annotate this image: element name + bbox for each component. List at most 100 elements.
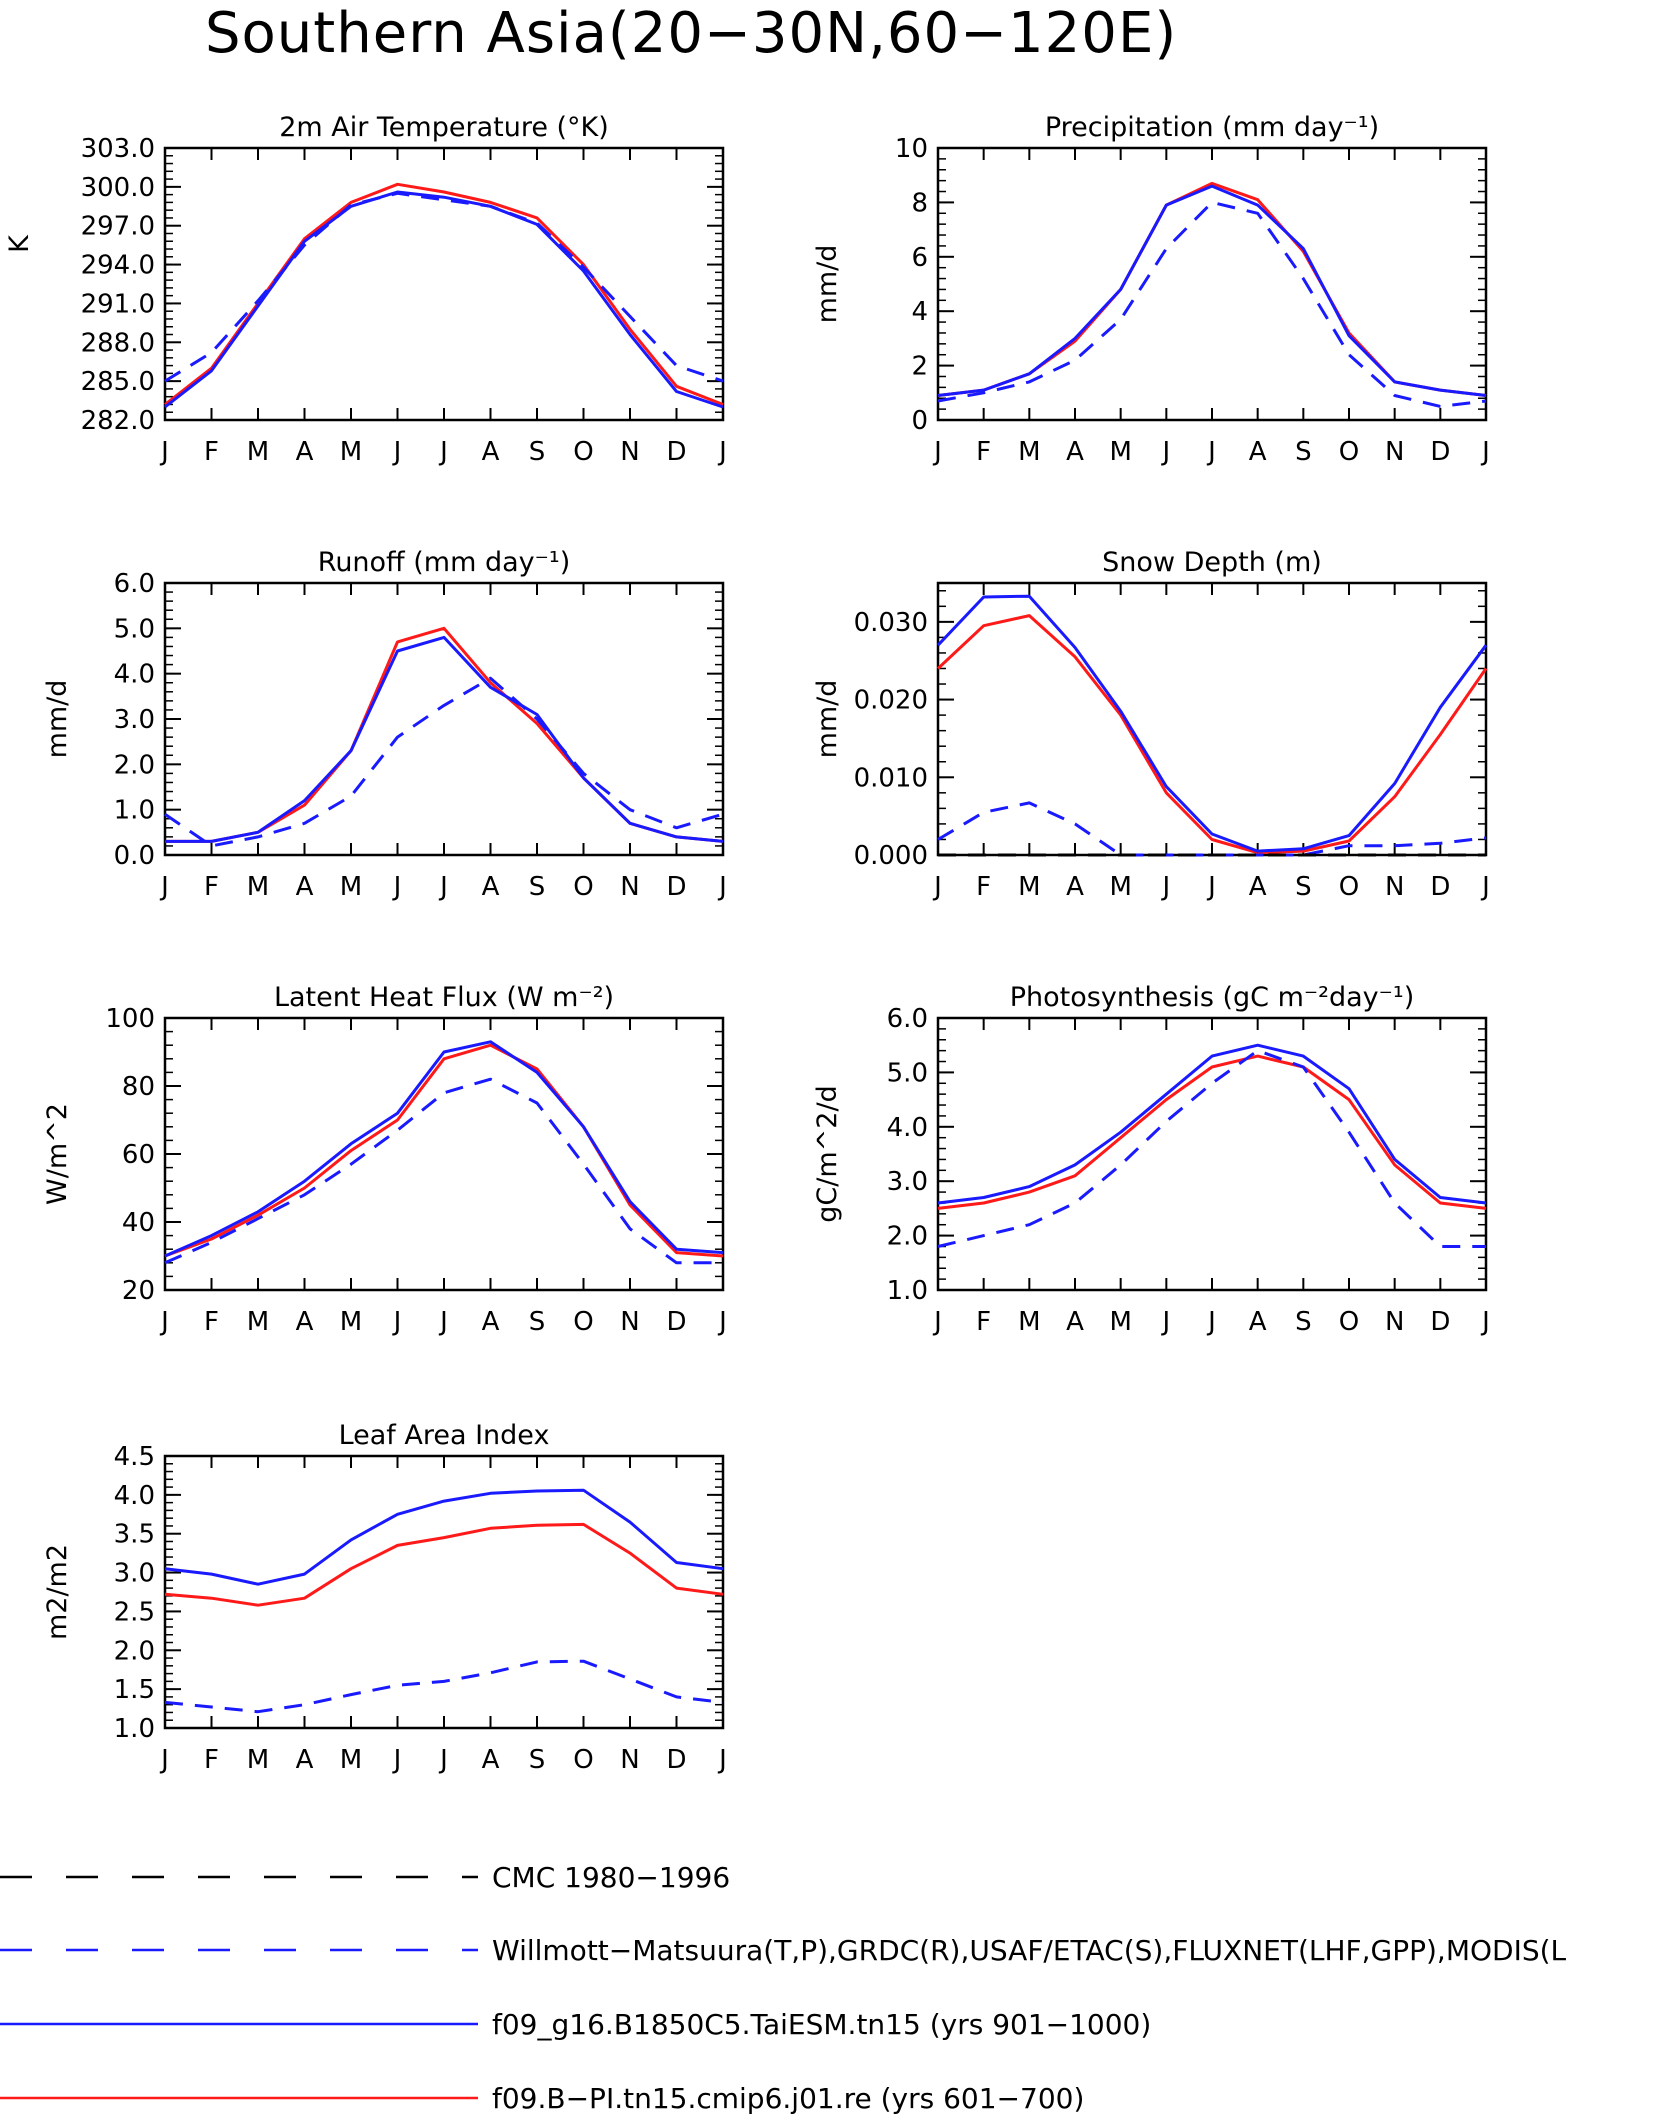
x-tick-label: J	[932, 872, 942, 902]
x-tick-label: M	[247, 1307, 269, 1337]
series-line	[937, 1054, 1487, 1210]
chart-title: Snow Depth (m)	[1102, 547, 1322, 578]
y-tick-label: 1.0	[114, 1714, 155, 1744]
x-tick-label: J	[717, 872, 727, 902]
x-tick-label: J	[932, 1307, 942, 1337]
x-tick-label: S	[529, 872, 546, 902]
x-tick-label: D	[1430, 872, 1450, 902]
y-tick-label: 3.0	[114, 1559, 155, 1589]
x-tick-label: M	[1018, 437, 1040, 467]
x-tick-label: D	[666, 1745, 686, 1775]
x-tick-label: J	[159, 437, 169, 467]
y-tick-label: 0.020	[854, 686, 928, 716]
x-tick-label: D	[666, 1307, 686, 1337]
y-tick-label: 4.0	[114, 660, 155, 690]
y-axis-label: W/m^2	[42, 1103, 73, 1205]
y-tick-label: 5.0	[887, 1058, 928, 1088]
x-tick-label: A	[1066, 872, 1084, 902]
x-tick-label: M	[1109, 437, 1131, 467]
x-tick-label: J	[1480, 872, 1490, 902]
x-tick-label: N	[620, 437, 639, 467]
y-tick-label: 1.0	[114, 796, 155, 826]
x-tick-label: J	[392, 872, 402, 902]
chart-panel-2: Precipitation (mm day⁻¹)J F M A M J J A S O N D J024…	[812, 112, 1490, 467]
y-tick-label: 294.0	[81, 251, 155, 281]
y-tick-label: 4	[911, 297, 928, 327]
x-tick-label: J	[1160, 437, 1170, 467]
series-line	[164, 1077, 723, 1265]
series-line	[937, 1049, 1486, 1248]
y-axis-label: m2/m2	[42, 1544, 73, 1640]
y-tick-label: 100	[105, 1004, 155, 1034]
series-line	[164, 190, 724, 409]
x-tick-label: J	[1160, 872, 1170, 902]
x-tick-label: A	[1249, 437, 1267, 467]
series-line	[936, 614, 1488, 855]
x-tick-label: J	[932, 437, 942, 467]
y-tick-label: 285.0	[81, 367, 155, 397]
x-tick-label: J	[717, 1745, 727, 1775]
x-tick-label: F	[204, 437, 219, 467]
x-tick-label: J	[1206, 437, 1216, 467]
x-tick-label: N	[620, 1745, 639, 1775]
legend-label: Willmott−Matsuura(T,P),GRDC(R),USAF/ETAC…	[492, 1934, 1567, 1967]
series-line	[165, 626, 724, 843]
y-tick-label: 6.0	[114, 569, 155, 599]
x-tick-label: F	[204, 1745, 219, 1775]
y-tick-label: 6	[911, 243, 928, 273]
series-line	[164, 1040, 724, 1258]
x-tick-label: N	[1385, 1307, 1404, 1337]
x-tick-label: J	[392, 437, 402, 467]
series-line	[164, 182, 724, 406]
y-tick-label: 0.000	[854, 841, 928, 871]
chart-panel-1: 2m Air Temperature (°K)J F M A M J J A S O N D J282.…	[4, 112, 727, 467]
series-line	[164, 1488, 724, 1586]
x-tick-label: J	[438, 872, 448, 902]
y-tick-label: 1.5	[114, 1675, 155, 1705]
x-tick-label: N	[1385, 437, 1404, 467]
x-tick-label: S	[529, 1745, 546, 1775]
x-tick-label: M	[247, 872, 269, 902]
x-tick-label: J	[717, 1307, 727, 1337]
y-axis-label: K	[4, 234, 35, 253]
series-line	[164, 1043, 724, 1258]
legend-label: CMC 1980−1996	[492, 1861, 730, 1894]
chart-panel-3: Runoff (mm day⁻¹)J F M A M J J A S O N D J0.01.02.03…	[42, 547, 727, 902]
series-line	[937, 1043, 1487, 1205]
x-tick-label: J	[438, 437, 448, 467]
x-tick-label: M	[1109, 1307, 1131, 1337]
x-tick-label: M	[340, 437, 362, 467]
chart-panel-4: Snow Depth (m)J F M A M J J A S O N D J0.0000.0100.0…	[812, 547, 1490, 902]
series-line	[164, 676, 724, 848]
y-tick-label: 3.5	[114, 1520, 155, 1550]
x-tick-label: J	[392, 1307, 402, 1337]
x-tick-label: N	[620, 872, 639, 902]
x-tick-label: F	[976, 437, 991, 467]
x-tick-label: A	[296, 437, 314, 467]
y-tick-label: 0	[911, 406, 928, 436]
y-tick-label: 20	[122, 1276, 155, 1306]
y-axis-label: gC/m^2/d	[812, 1085, 843, 1222]
x-tick-label: F	[976, 872, 991, 902]
x-tick-label: A	[482, 872, 500, 902]
x-tick-label: D	[666, 437, 686, 467]
x-tick-label: O	[1339, 1307, 1359, 1337]
plot-frame	[163, 1454, 725, 1730]
x-tick-label: J	[1480, 1307, 1490, 1337]
plot-frame	[163, 146, 725, 422]
x-tick-label: S	[1295, 872, 1312, 902]
x-tick-label: S	[529, 1307, 546, 1337]
x-tick-label: A	[482, 437, 500, 467]
x-tick-label: J	[159, 872, 169, 902]
plot-frame	[936, 581, 1488, 857]
x-tick-label: N	[620, 1307, 639, 1337]
series-line	[937, 181, 1487, 397]
x-tick-label: J	[438, 1745, 448, 1775]
chart-panel-6: Photosynthesis (gC m⁻²day⁻¹)J F M A M J J A S O N D…	[812, 982, 1490, 1337]
chart-panels: 2m Air Temperature (°K)J F M A M J J A S O N D J282.…	[4, 112, 1490, 1775]
legend-label: f09.B−PI.tn15.cmip6.j01.re (yrs 601−700)	[492, 2082, 1084, 2115]
x-tick-label: A	[296, 1307, 314, 1337]
x-tick-label: A	[296, 872, 314, 902]
